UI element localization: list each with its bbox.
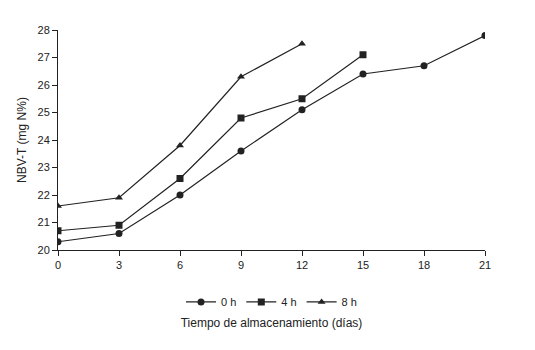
svg-text:3: 3 (116, 259, 122, 271)
svg-text:26: 26 (38, 79, 50, 91)
svg-text:18: 18 (418, 259, 430, 271)
svg-text:0 h: 0 h (221, 296, 236, 308)
svg-text:9: 9 (238, 259, 244, 271)
svg-text:25: 25 (38, 106, 50, 118)
svg-text:6: 6 (177, 259, 183, 271)
svg-text:28: 28 (38, 24, 50, 36)
svg-text:21: 21 (479, 259, 491, 271)
svg-text:12: 12 (296, 259, 308, 271)
svg-text:23: 23 (38, 161, 50, 173)
svg-text:0: 0 (55, 259, 61, 271)
svg-text:21: 21 (38, 216, 50, 228)
svg-text:4 h: 4 h (281, 296, 296, 308)
svg-text:15: 15 (357, 259, 369, 271)
svg-text:22: 22 (38, 189, 50, 201)
svg-text:27: 27 (38, 51, 50, 63)
svg-text:8 h: 8 h (342, 296, 357, 308)
svg-text:NBV-T (mg N%): NBV-T (mg N%) (15, 97, 29, 183)
svg-text:Tiempo de almacenamiento (días: Tiempo de almacenamiento (días) (181, 316, 363, 330)
svg-text:20: 20 (38, 244, 50, 256)
svg-text:24: 24 (38, 134, 50, 146)
